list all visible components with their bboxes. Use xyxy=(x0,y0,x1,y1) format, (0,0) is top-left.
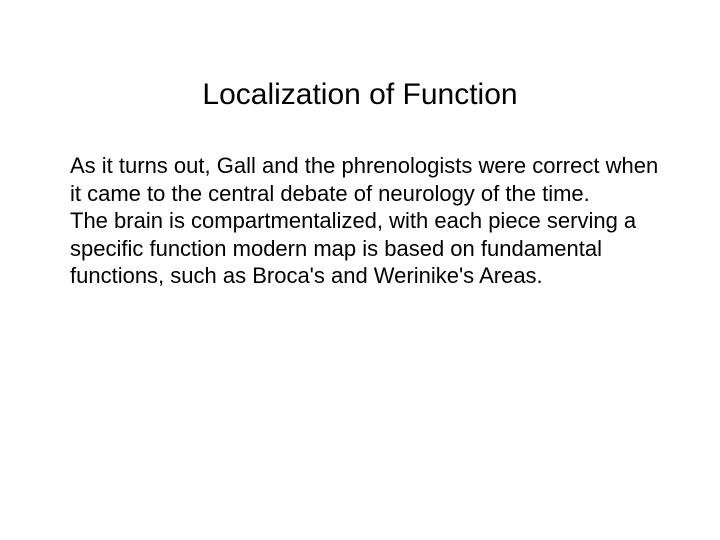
slide-container: Localization of Function As it turns out… xyxy=(0,0,720,540)
slide-body: As it turns out, Gall and the phrenologi… xyxy=(0,152,720,290)
paragraph-1: As it turns out, Gall and the phrenologi… xyxy=(70,152,660,207)
slide-title: Localization of Function xyxy=(0,0,720,152)
paragraph-2: The brain is compartmentalized, with eac… xyxy=(70,207,660,290)
